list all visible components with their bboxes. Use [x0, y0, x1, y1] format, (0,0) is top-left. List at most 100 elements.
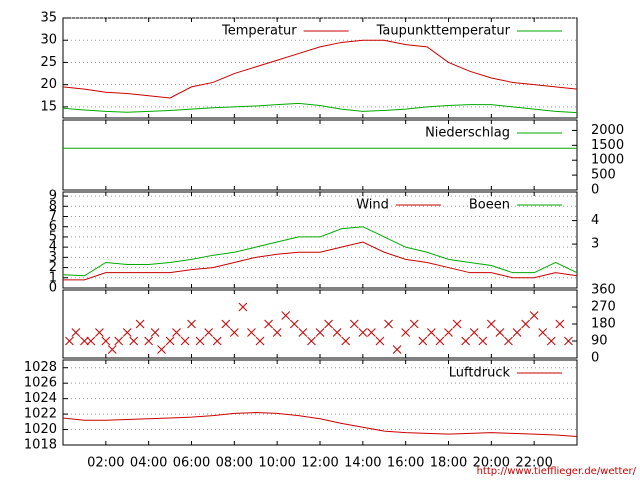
x-tick-label: 20:00: [473, 456, 510, 471]
cross-point: [204, 328, 213, 337]
cross-point: [521, 319, 530, 329]
y-tick-label: 9: [49, 189, 57, 204]
y-tick-label: 1022: [24, 407, 57, 422]
y-tick-label: 270: [591, 300, 616, 315]
cross-point: [101, 336, 111, 346]
legend-label: Luftdruck: [449, 366, 511, 381]
cross-point: [238, 302, 248, 312]
cross-point: [427, 328, 436, 337]
legend-label: Wind: [356, 198, 389, 213]
x-tick-label: 04:00: [130, 456, 167, 471]
cross-point: [135, 319, 145, 329]
cross-point: [281, 311, 291, 320]
y-tick-label: 1026: [24, 376, 57, 391]
x-tick-label: 16:00: [387, 456, 424, 471]
y-tick-label: 25: [40, 55, 57, 70]
y-tick-label: 20: [40, 77, 57, 92]
legend-label: Temperatur: [221, 24, 297, 39]
y-tick-label: 1018: [24, 438, 57, 453]
y-tick-label: 180: [591, 317, 616, 332]
cross-point: [349, 319, 359, 329]
x-tick-label: 18:00: [430, 456, 467, 471]
cross-point: [478, 336, 488, 346]
cross-point: [289, 319, 299, 329]
cross-point: [144, 336, 154, 346]
cross-point: [461, 336, 470, 346]
y-tick-label: 4: [591, 213, 599, 228]
cross-point: [247, 328, 256, 337]
y-tick-label: 1028: [24, 360, 57, 375]
cross-point: [212, 336, 222, 346]
y-tick-label: 1024: [24, 391, 57, 406]
y-tick-label: 2000: [591, 123, 624, 138]
cross-point: [495, 328, 505, 337]
legend-label: Boeen: [469, 198, 510, 213]
y-tick-label: 360: [591, 283, 616, 298]
data-line: [63, 241, 578, 281]
cross-point: [367, 328, 376, 337]
cross-point: [375, 336, 385, 346]
legend-label: Taupunkttemperatur: [376, 24, 511, 39]
cross-point: [65, 336, 74, 346]
cross-point: [80, 336, 89, 346]
cross-point: [95, 328, 104, 337]
y-tick-label: 1500: [591, 138, 624, 153]
cross-point: [469, 328, 479, 337]
y-tick-label: 1: [49, 270, 57, 285]
cross-point: [157, 345, 166, 354]
legend-label: Niederschlag: [425, 126, 510, 141]
cross-point: [315, 328, 325, 337]
data-line: [62, 412, 578, 437]
cross-point: [444, 328, 453, 337]
cross-point: [107, 345, 117, 354]
y-tick-label: 3: [49, 250, 57, 265]
cross-point: [418, 336, 428, 346]
y-tick-label: 90: [591, 334, 608, 349]
x-tick-label: 14:00: [344, 456, 381, 471]
y-tick-label: 500: [591, 168, 616, 183]
cross-point: [486, 319, 496, 329]
cross-point: [150, 328, 160, 337]
cross-point: [324, 319, 333, 329]
cross-point: [187, 319, 196, 329]
y-tick-label: 0: [49, 281, 57, 296]
x-tick-label: 02:00: [87, 456, 124, 471]
cross-point: [114, 336, 124, 346]
x-tick-label: 12:00: [301, 456, 338, 471]
y-tick-label: 6: [49, 219, 57, 234]
cross-point: [504, 336, 513, 346]
y-tick-label: 0: [591, 183, 599, 198]
cross-point: [409, 319, 419, 329]
cross-point: [165, 336, 175, 346]
x-tick-label: 10:00: [258, 456, 295, 471]
data-line: [62, 102, 578, 114]
cross-point: [180, 336, 190, 346]
cross-point: [307, 336, 316, 346]
y-tick-label: 1000: [591, 153, 624, 168]
cross-point: [255, 336, 265, 346]
cross-point: [129, 336, 139, 346]
x-tick-label: 22:00: [515, 456, 552, 471]
data-line: [62, 39, 578, 99]
cross-point: [435, 336, 445, 346]
cross-point: [452, 319, 462, 329]
cross-point: [564, 336, 573, 346]
data-line: [62, 226, 578, 277]
x-tick-label: 08:00: [216, 456, 253, 471]
source-url: http://www.tiefflieger.de/wetter/: [477, 466, 637, 477]
y-tick-label: 8: [49, 199, 57, 214]
cross-point: [529, 311, 539, 320]
cross-point: [195, 336, 205, 346]
y-tick-label: 0: [591, 351, 599, 366]
cross-point: [221, 319, 231, 329]
y-tick-label: 7: [49, 209, 57, 224]
y-tick-label: 3: [591, 237, 599, 252]
cross-point: [122, 328, 132, 337]
cross-point: [71, 328, 81, 337]
x-tick-label: 06:00: [173, 456, 210, 471]
cross-point: [512, 328, 522, 337]
cross-point: [229, 328, 239, 337]
cross-point: [555, 319, 565, 329]
